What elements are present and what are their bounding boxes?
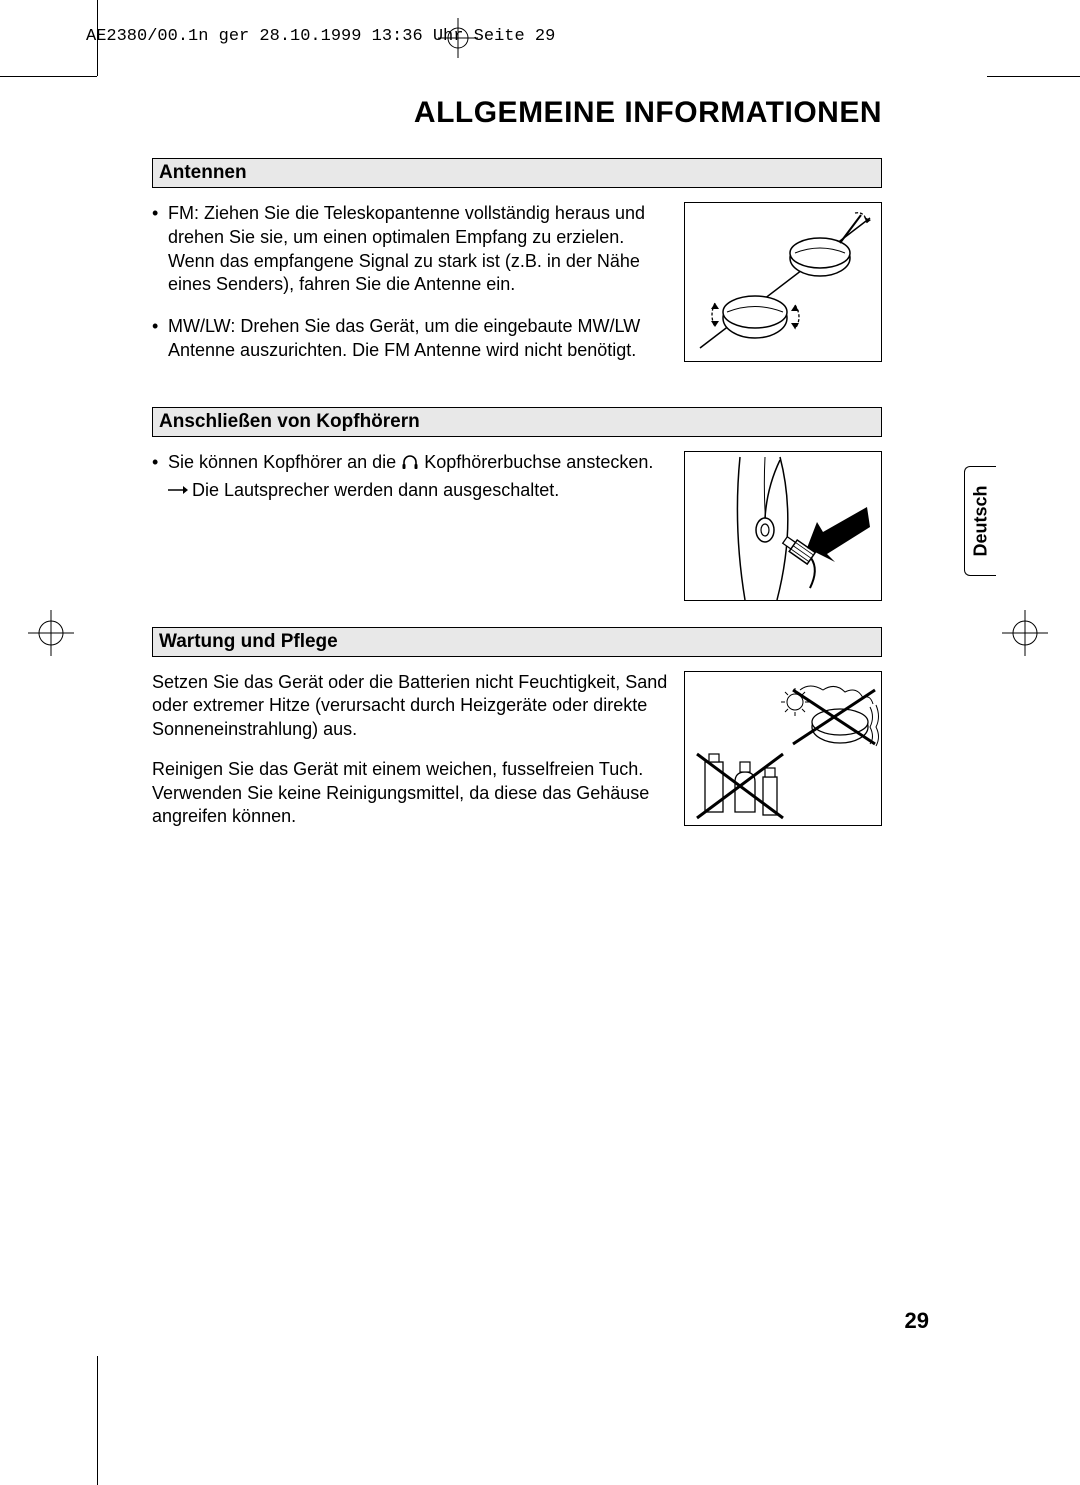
figure-antenna	[684, 202, 882, 362]
figure-headphone-jack	[684, 451, 882, 601]
headphones-icon	[401, 453, 419, 477]
section-heading-antennen: Antennen	[152, 158, 882, 188]
bullet-icon: •	[152, 315, 168, 363]
registration-mark-right-icon	[1002, 610, 1048, 656]
wartung-text: Setzen Sie das Gerät oder die Batterien …	[152, 671, 670, 846]
kopfhoerer-result: Die Lautsprecher werden dann ausgeschalt…	[192, 479, 559, 503]
registration-mark-left-icon	[28, 610, 74, 656]
antennen-fm-label: FM:	[168, 203, 199, 223]
antennen-mwlw-text: Drehen Sie das Gerät, um die eingebaute …	[168, 316, 640, 360]
wartung-para1: Setzen Sie das Gerät oder die Batterien …	[152, 671, 670, 742]
language-tab-label: Deutsch	[970, 485, 991, 556]
section-heading-wartung: Wartung und Pflege	[152, 627, 882, 657]
list-item: • FM: Ziehen Sie die Teleskopantenne vol…	[152, 202, 670, 297]
figure-care	[684, 671, 882, 826]
registration-mark-top-icon	[438, 18, 478, 58]
antennen-mwlw-label: MW/LW:	[168, 316, 235, 336]
page-number: 29	[905, 1308, 929, 1334]
bullet-icon: •	[152, 202, 168, 297]
page-title: ALLGEMEINE INFORMATIONEN	[152, 96, 882, 130]
section-heading-kopfhoerer: Anschließen von Kopfhörern	[152, 407, 882, 437]
antenna-illustration-icon	[685, 203, 883, 363]
print-header-line: AE2380/00.1n ger 28.10.1999 13:36 Uhr Se…	[86, 27, 555, 46]
kopfhoerer-post: Kopfhörerbuchse anstecken.	[424, 452, 653, 472]
kopfhoerer-text: • Sie können Kopfhörer an die Kopfhörerb…	[152, 451, 670, 601]
page-frame: Deutsch ALLGEMEINE INFORMATIONEN Antenne…	[97, 76, 987, 1356]
list-item: • MW/LW: Drehen Sie das Gerät, um die ei…	[152, 315, 670, 363]
antennen-fm-text: Ziehen Sie die Teleskopantenne vollständ…	[168, 203, 645, 294]
headphone-jack-illustration-icon	[685, 452, 883, 602]
kopfhoerer-pre: Sie können Kopfhörer an die	[168, 452, 396, 472]
content-area: ALLGEMEINE INFORMATIONEN Antennen • FM: …	[152, 96, 882, 871]
antennen-text: • FM: Ziehen Sie die Teleskopantenne vol…	[152, 202, 670, 381]
care-illustration-icon	[685, 672, 883, 827]
list-item: • Sie können Kopfhörer an die Kopfhörerb…	[152, 451, 670, 504]
wartung-para2: Reinigen Sie das Gerät mit einem weichen…	[152, 758, 670, 829]
language-tab: Deutsch	[964, 466, 996, 576]
bullet-icon: •	[152, 451, 168, 504]
result-arrow-icon	[168, 479, 192, 503]
